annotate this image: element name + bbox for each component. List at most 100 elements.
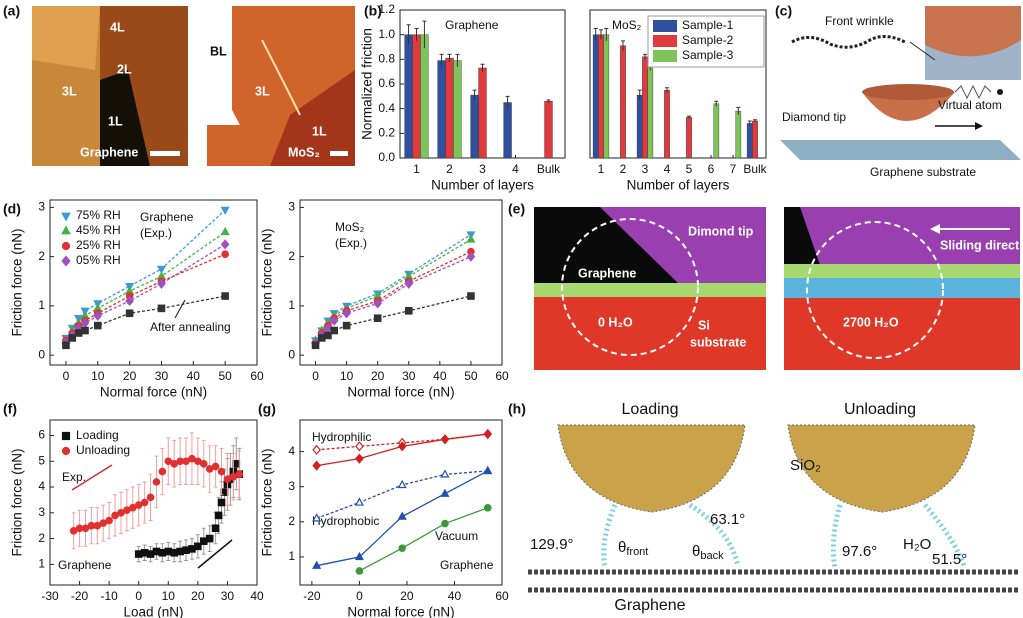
data-point — [69, 527, 78, 535]
data-point — [354, 551, 364, 561]
annotation: Graphene — [440, 558, 494, 572]
data-point — [221, 250, 229, 258]
y-tick-label: 3 — [288, 479, 295, 493]
x-tick-label: 40 — [433, 369, 447, 383]
annotation: Graphene — [58, 558, 112, 572]
x-axis-label: Load (nN) — [123, 605, 183, 618]
legend-swatch — [653, 20, 677, 32]
x-tick-label: -30 — [41, 589, 59, 603]
bar — [412, 34, 421, 159]
annotation-arrow — [197, 539, 233, 569]
gap — [784, 207, 820, 268]
image-caption: MoS₂ — [288, 145, 320, 159]
angle-label: 129.9° — [530, 536, 574, 553]
plot-frame — [49, 199, 258, 366]
series-line — [359, 507, 488, 572]
chart-title: MoS₂ — [335, 220, 365, 234]
angle-label: θback — [692, 543, 724, 562]
error-bar — [665, 87, 669, 93]
panel-label: (h) — [508, 401, 526, 417]
error-bar — [447, 53, 452, 62]
y-tick-label: 4 — [38, 479, 45, 493]
y-tick-label: 3 — [38, 505, 45, 519]
bar — [478, 67, 487, 159]
data-point — [311, 341, 320, 350]
wrinkle-atoms — [791, 35, 906, 49]
data-point — [404, 307, 413, 315]
error-bar — [472, 89, 477, 101]
data-point — [397, 441, 407, 452]
layer-label: 2L — [117, 62, 132, 76]
bar — [404, 34, 413, 159]
data-point — [74, 329, 83, 337]
bar — [592, 34, 599, 159]
x-axis-label: Number of layers — [627, 178, 730, 193]
x-tick-label: 40 — [187, 369, 201, 383]
series-line — [315, 295, 472, 346]
error-bar — [621, 40, 625, 51]
data-point — [373, 314, 382, 323]
data-point — [342, 321, 351, 330]
x-tick-label: 4 — [664, 162, 671, 176]
schematic-label: Virtual atom — [938, 98, 1002, 112]
x-tick-label: 0 — [135, 589, 142, 603]
data-point — [354, 497, 364, 506]
legend-label: Unloading — [76, 443, 130, 457]
data-point — [211, 524, 220, 533]
data-point — [157, 304, 166, 313]
error-bar — [643, 53, 647, 60]
sim-label: Graphene — [614, 597, 685, 614]
data-point — [217, 498, 226, 507]
y-axis-label: Friction force (nN) — [260, 448, 275, 556]
error-bar — [637, 89, 642, 101]
data-point — [146, 493, 155, 502]
afm-region — [207, 6, 240, 125]
data-point — [312, 513, 322, 522]
panel-label: (e) — [508, 201, 525, 217]
y-axis-label: Friction force (nN) — [10, 448, 25, 556]
legend-label: Sample-1 — [682, 18, 734, 32]
data-point — [214, 511, 223, 520]
data-point — [397, 479, 407, 489]
data-point — [111, 511, 119, 520]
annotation-arrow — [174, 299, 186, 319]
md-label: substrate — [690, 335, 746, 349]
bar — [752, 120, 758, 159]
data-point — [312, 460, 321, 471]
annotation: Hydrophobic — [312, 514, 379, 528]
x-tick-label: 20 — [371, 369, 385, 383]
bar — [598, 34, 604, 159]
sim-label: SiO₂ — [790, 457, 821, 474]
series-line — [65, 209, 226, 339]
legend-swatch — [61, 431, 71, 441]
water-atoms — [784, 278, 1020, 298]
md-label: Dimond tip — [688, 224, 754, 238]
gap — [534, 207, 680, 285]
error-bar — [736, 106, 741, 115]
panel-label: (a) — [3, 3, 20, 19]
panel-label: (d) — [3, 201, 21, 217]
legend-label: Loading — [76, 428, 119, 442]
x-tick-label: Bulk — [743, 162, 767, 176]
x-tick-label: 7 — [730, 162, 737, 176]
legend-label: 25% RH — [76, 238, 121, 252]
graphene-atoms — [784, 264, 1020, 278]
bar — [544, 101, 553, 159]
data-point — [68, 334, 77, 342]
y-axis-label: Friction force (nN) — [260, 228, 275, 336]
data-point — [81, 326, 89, 335]
plot-frame — [299, 419, 503, 586]
sim-title: Loading — [622, 401, 679, 418]
y-tick-label: 1.2 — [378, 2, 395, 16]
y-tick-label: 1 — [38, 298, 45, 312]
chart-title: Graphene — [445, 18, 499, 32]
y-tick-label: 0.0 — [378, 150, 395, 164]
sim-title: Unloading — [844, 401, 916, 418]
series-line — [65, 231, 226, 341]
image-caption: Graphene — [80, 145, 138, 159]
x-axis-label: Normal force (nN) — [347, 385, 454, 400]
layer-label: 3L — [255, 84, 270, 98]
data-point — [324, 331, 332, 340]
plot-frame — [299, 199, 503, 366]
water-bridge — [830, 503, 968, 569]
